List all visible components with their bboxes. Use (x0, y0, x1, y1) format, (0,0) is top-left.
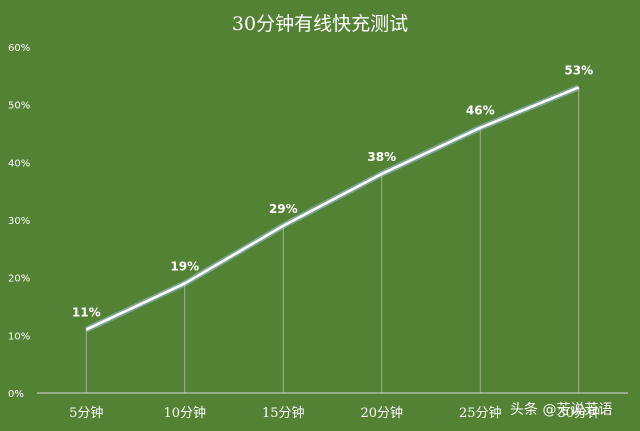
series-line-path (85, 86, 580, 331)
x-tick-label: 15分钟 (262, 405, 305, 421)
series-line (84, 84, 580, 333)
y-tick-label: 10% (8, 331, 30, 342)
y-tick-label: 30% (8, 216, 30, 227)
watermark-text: 头条 @芳说芳语 (510, 401, 612, 418)
x-axis-ticks: 5分钟 10分钟 15分钟 20分钟 25分钟 30分钟 (69, 405, 600, 421)
chart-title: 30分钟有线快充测试 (232, 13, 408, 35)
x-tick-label: 30分钟 (557, 405, 600, 421)
data-labels: 11% 19% 29% 38% 46% 53% (72, 63, 593, 319)
data-label: 11% (72, 306, 101, 320)
y-axis-ticks: 0% 10% 20% 30% 40% 50% 60% (8, 43, 30, 400)
series-line-glow (84, 84, 580, 333)
x-tick-label: 25分钟 (459, 405, 502, 421)
data-label: 29% (269, 202, 298, 216)
y-tick-label: 50% (8, 101, 30, 112)
x-tick-label: 10分钟 (163, 405, 206, 421)
data-label: 53% (564, 63, 593, 77)
y-tick-label: 20% (8, 274, 30, 285)
data-label: 46% (466, 104, 495, 118)
y-tick-label: 40% (8, 158, 30, 169)
data-label: 19% (170, 259, 199, 273)
drop-lines (85, 87, 580, 393)
x-tick-label: 5分钟 (69, 405, 103, 421)
y-tick-label: 60% (8, 43, 30, 54)
y-tick-label: 0% (8, 389, 24, 400)
data-label: 38% (367, 150, 396, 164)
x-tick-label: 20分钟 (360, 405, 403, 421)
